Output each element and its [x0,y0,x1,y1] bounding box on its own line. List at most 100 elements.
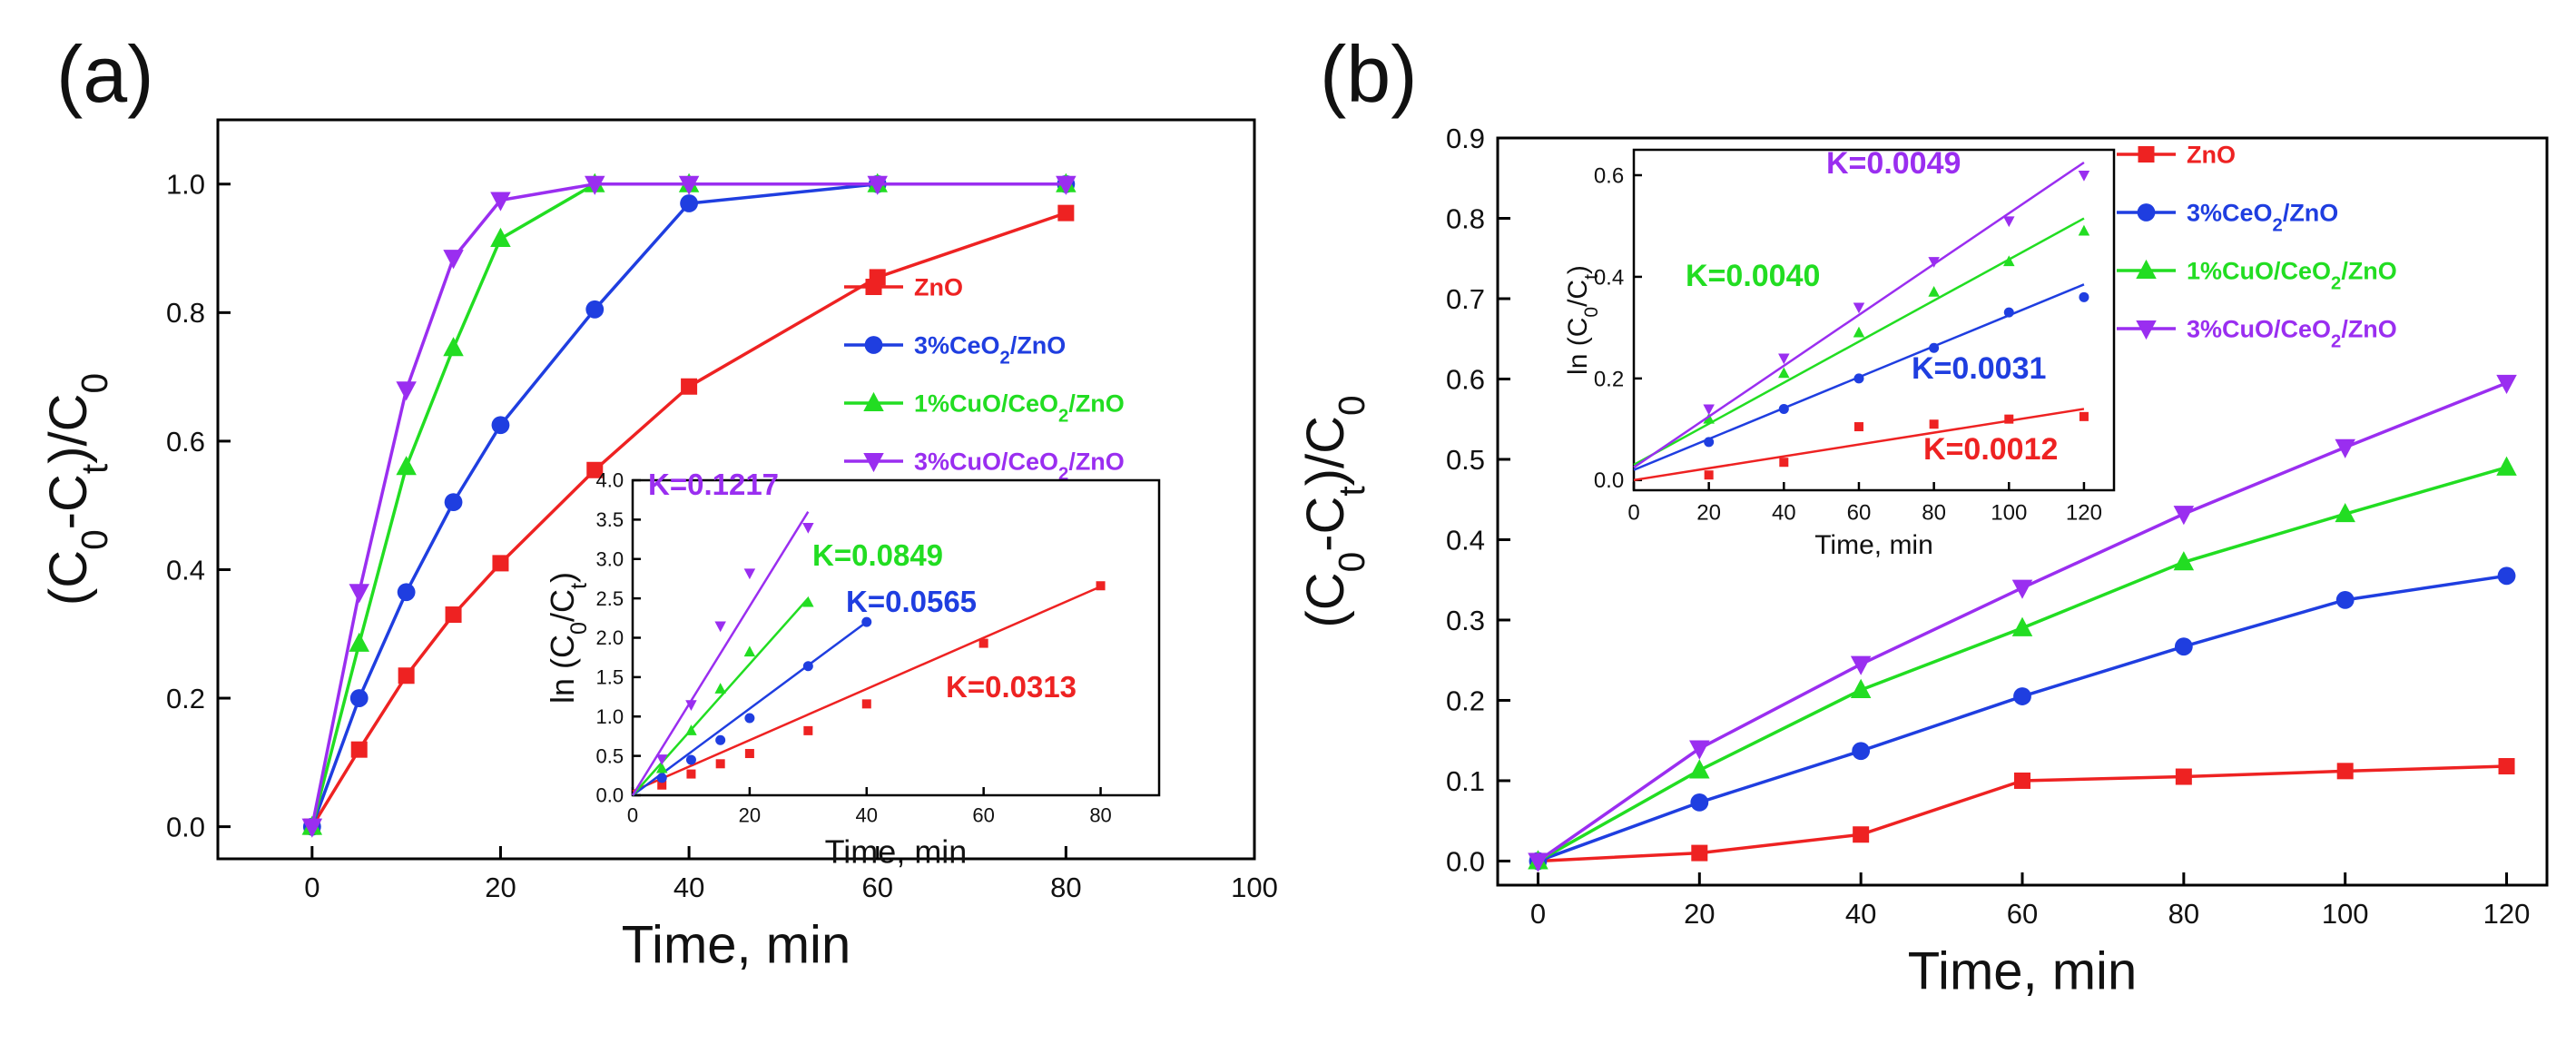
y-tick-label: 3.0 [596,547,624,570]
inset-point-CuO3 [685,700,697,711]
b-main-chart: 0 20 40 60 80 100 120 0.0 0.1 0.2 0.3 0.4 0.5 0.6 0.7 0… [1296,123,2549,1000]
y-tick-label: 2.5 [596,587,624,610]
x-tick-label: 20 [1684,898,1715,930]
data-point-CeO2 [1690,793,1709,812]
legend-marker-CeO2 [2137,203,2156,222]
data-point-ZnO [2336,763,2354,780]
x-tick-label: 80 [1089,804,1111,827]
x-tick-label: 100 [2322,898,2369,930]
x-tick-label: 0 [1627,500,1639,525]
data-point-CuO1 [443,337,464,357]
data-point-CuO3 [1528,852,1549,872]
legend-marker-ZnO [2138,146,2155,163]
legend-marker-CuO3 [2136,320,2157,340]
legend-label-CeO2: 3%CeO2/ZnO [2187,199,2338,235]
x-tick-label: 0 [627,804,638,827]
y-tick-label: 0.0 [596,784,624,807]
data-point-CeO2 [2335,590,2355,609]
inset-point-ZnO [744,749,754,759]
x-tick-label: 100 [1231,872,1278,903]
inset-point-CuO1 [802,596,814,607]
inset-point-CeO2 [802,661,813,672]
inset-point-CuO1 [714,683,726,694]
y-tick-label: 0.0 [1594,468,1624,493]
inset-point-ZnO [657,780,667,790]
series-line-CuO1 [1537,466,2508,862]
inset-point-ZnO [1779,458,1789,468]
inset-point-CuO1 [1853,326,1865,338]
data-point-CeO2 [585,300,605,319]
data-point-CeO2 [2497,566,2516,586]
data-point-CuO1 [2011,616,2033,636]
y-tick-label: 0.5 [1446,444,1485,476]
data-point-CuO1 [349,632,369,652]
panel-label-b: (b) [1320,29,1418,119]
inset-point-CeO2 [656,773,667,783]
x-tick-label: 60 [861,872,892,903]
data-point-CuO3 [301,818,323,838]
a-inset-frame [631,478,1161,797]
k-label-CuO3: K=0.0049 [1826,146,1961,181]
inset-point-CeO2 [715,734,726,745]
x-tick-label: 40 [1772,500,1796,525]
x-tick-label: 80 [1050,872,1081,903]
a-inset-xlabel: Time, min [825,833,968,871]
inset-point-CuO3 [655,754,668,765]
data-point-CuO3 [443,250,464,270]
data-point-CuO3 [678,175,700,195]
inset-point-CuO1 [655,762,668,773]
data-point-CuO3 [1689,740,1710,760]
data-point-CeO2 [1852,742,1871,761]
inset-point-CeO2 [861,616,872,627]
data-point-ZnO [586,461,604,478]
inset-point-CeO2 [1929,342,1940,353]
data-point-CuO1 [2173,551,2195,571]
k-label-ZnO: K=0.0012 [1923,432,2058,467]
fit-line-CeO2 [632,621,868,797]
inset-point-CuO1 [743,645,756,657]
inset-point-CuO3 [802,523,814,534]
y-tick-label: 0.2 [1594,367,1624,391]
inset-point-ZnO [978,638,988,648]
x-tick-label: 120 [2483,898,2531,930]
data-point-CuO3 [1056,175,1077,195]
y-tick-label: 0.2 [166,683,205,714]
data-point-CuO3 [2011,579,2033,599]
b-main-xlabel: Time, min [1908,941,2137,1000]
inset-point-CuO1 [2003,255,2015,267]
y-tick-label: 0.9 [1446,123,1485,154]
data-point-CeO2 [491,416,510,435]
data-point-ZnO [1691,844,1708,862]
data-point-ZnO [2175,768,2192,785]
inset-point-CeO2 [2003,307,2014,318]
y-tick-label: 1.5 [596,666,624,689]
inset-point-CuO3 [2078,170,2090,182]
y-tick-label: 1.0 [166,169,205,201]
data-point-CeO2 [444,493,463,512]
inset-point-CuO3 [2003,216,2015,228]
data-point-ZnO [2498,758,2515,775]
legend-label-CuO1: 1%CuO/CeO2/ZnO [914,389,1125,426]
a-main-frame [216,118,1256,861]
fit-line-CuO3 [1633,161,2085,468]
x-tick-label: 60 [2007,898,2038,930]
data-point-CuO1 [1850,678,1872,698]
data-point-CuO1 [396,456,417,476]
legend-label-ZnO: ZnO [2187,141,2236,168]
inset-point-ZnO [803,725,813,735]
y-tick-label: 0.4 [1446,524,1485,556]
data-point-CeO2 [2174,637,2193,656]
k-label-CeO2: K=0.0565 [846,585,977,618]
charts-group: 0 20 40 60 80 100 0.0 0.2 0.4 0.6 0.8 1.0 Time, min (… [39,118,2549,1000]
y-tick-label: 2.0 [596,626,624,649]
data-point-ZnO [1057,204,1075,222]
inset-point-ZnO [1929,419,1939,429]
fit-line-ZnO [632,585,1102,793]
inset-point-ZnO [1096,581,1106,591]
inset-point-CuO1 [1703,412,1715,424]
y-tick-label: 3.5 [596,508,624,531]
data-point-CeO2 [680,194,698,212]
data-point-CuO3 [2335,438,2355,458]
b-inset-frame [1632,148,2116,492]
data-point-CuO3 [1850,655,1872,675]
